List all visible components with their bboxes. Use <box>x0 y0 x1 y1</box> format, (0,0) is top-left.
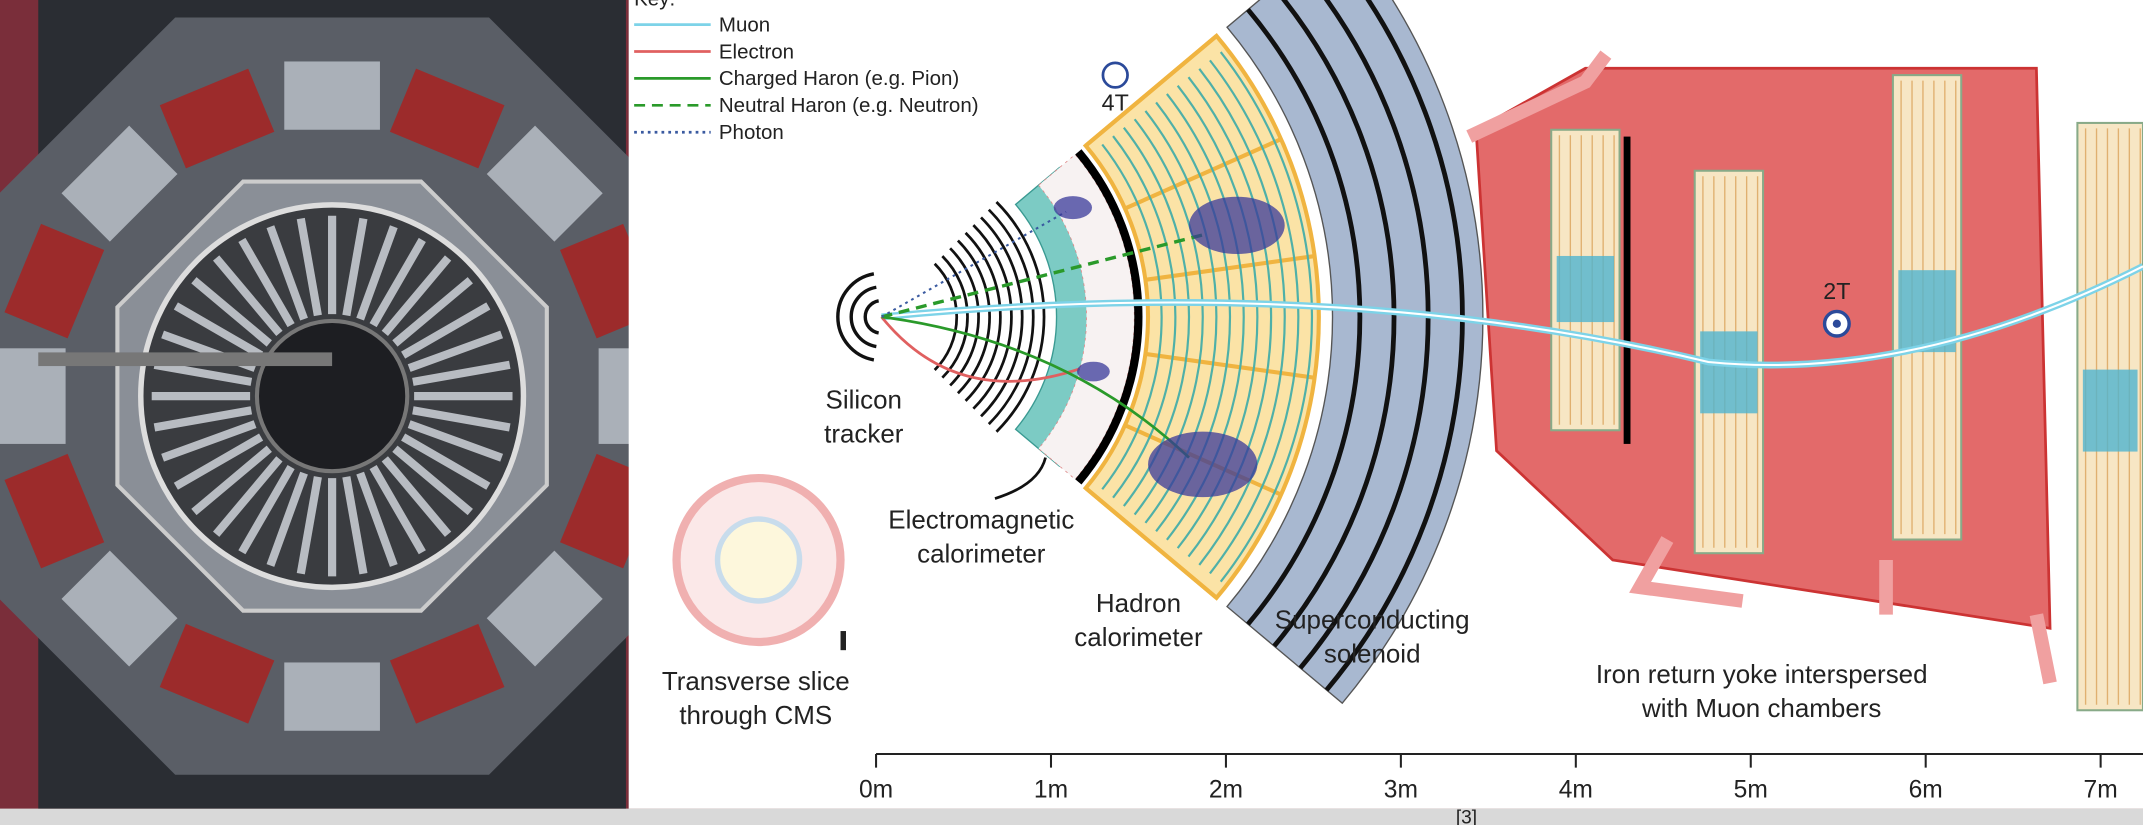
mini-slice-inner <box>718 519 800 601</box>
yoke-label: with Muon chambers <box>1641 695 1881 723</box>
scene: Key: Muon Electron Charged Haron (e.g. Pion… <box>0 0 2143 825</box>
beam-pipe <box>38 352 332 366</box>
energy-deposit <box>1189 197 1285 254</box>
scale-label: 1m <box>1034 777 1068 804</box>
citation: [3] <box>1456 808 1477 825</box>
slice-label: Transverse slice <box>662 668 850 696</box>
key-label: Electron <box>719 40 794 63</box>
scale-label: 0m <box>859 777 893 804</box>
yoke-label: Iron return yoke interspersed <box>1596 661 1928 689</box>
red-panel <box>284 662 380 730</box>
red-panel <box>284 61 380 129</box>
slice-label: through CMS <box>679 702 832 730</box>
key-label: Neutral Haron (e.g. Neutron) <box>719 94 979 117</box>
ecal-label: calorimeter <box>917 541 1046 569</box>
core <box>257 321 407 471</box>
field-2t-dot <box>1833 320 1841 328</box>
hcal-label: calorimeter <box>1074 624 1203 652</box>
solenoid-label: Superconducting <box>1275 606 1470 634</box>
scale-label: 7m <box>2084 777 2118 804</box>
field-label: 4T <box>1102 90 1129 116</box>
detector-photo <box>0 0 711 809</box>
scale-label: 4m <box>1559 777 1593 804</box>
scale-label: 2m <box>1209 777 1243 804</box>
bottom-strip <box>0 809 2143 825</box>
energy-deposit <box>1054 196 1092 219</box>
key-label: Charged Haron (e.g. Pion) <box>719 67 959 90</box>
chamber-hit <box>1557 256 1614 322</box>
field-label: 2T <box>1823 278 1850 304</box>
key-title: Key: <box>634 0 675 10</box>
yoke-bar <box>1624 137 1631 444</box>
hcal-label: Hadron <box>1096 590 1181 618</box>
tracker-label: tracker <box>824 421 904 449</box>
chamber-hit <box>1700 331 1757 413</box>
scale-label: 6m <box>1909 777 1943 804</box>
scale-label: 5m <box>1734 777 1768 804</box>
solenoid-label: solenoid <box>1324 640 1421 668</box>
ecal-label: Electromagnetic <box>888 507 1074 535</box>
page: Key: Muon Electron Charged Haron (e.g. Pion… <box>0 0 2143 825</box>
chamber-hit <box>2083 370 2138 452</box>
mini-person <box>841 631 846 650</box>
key-label: Photon <box>719 121 784 144</box>
energy-deposit <box>1077 362 1110 382</box>
scale-label: 3m <box>1384 777 1418 804</box>
energy-deposit <box>1148 432 1257 498</box>
key-label: Muon <box>719 13 770 36</box>
tracker-label: Silicon <box>826 386 902 414</box>
